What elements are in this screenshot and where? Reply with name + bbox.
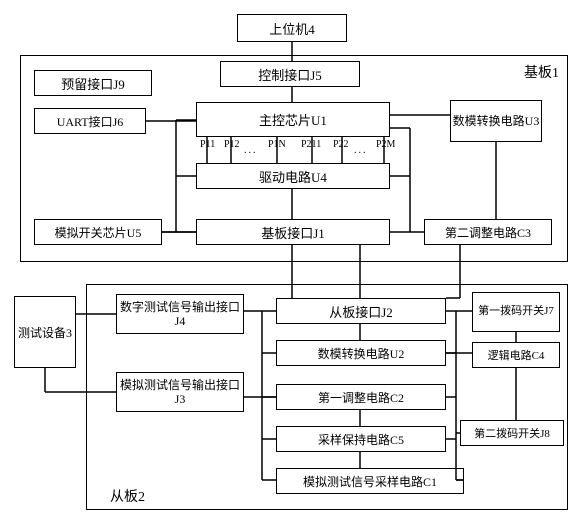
drive-label: 驱动电路U4 (259, 167, 327, 186)
test-device-block: 测试设备3 (14, 296, 76, 368)
adj1-label: 第一调整电路C2 (318, 389, 404, 406)
logic-label: 逻辑电路C4 (488, 347, 545, 363)
dac-u3-label: 数模转换电路U3 (453, 114, 540, 128)
sample-hold-label: 采样保持电路C5 (318, 431, 404, 448)
dip2-block: 第二拨码开关J8 (460, 420, 564, 446)
baseboard-label: 基板1 (524, 62, 559, 82)
analog-sample-label: 模拟测试信号采样电路C1 (303, 473, 437, 490)
reserve-interface-label: 预留接口J9 (61, 74, 125, 93)
digital-out-interface-block: 数字测试信号输出接口J4 (116, 294, 244, 334)
analog-out-interface-block: 模拟测试信号输出接口J3 (116, 372, 244, 412)
pin-p1n: P1N (268, 140, 286, 150)
adj2-label: 第二调整电路C3 (445, 224, 531, 241)
dac-u2-label: 数模转换电路U2 (318, 345, 405, 362)
analog-sample-block: 模拟测试信号采样电路C1 (276, 468, 464, 494)
mcu-block: 主控芯片U1 (196, 102, 390, 137)
test-device-label: 测试设备3 (18, 324, 72, 341)
pin-p11: P11 (200, 140, 215, 150)
logic-block: 逻辑电路C4 (472, 342, 560, 368)
pin-dots-1: ... (244, 145, 258, 156)
pin-p2m: P2M (376, 140, 395, 150)
analog-switch-block: 模拟开关芯片U5 (34, 219, 162, 245)
pin-dots-2: ... (354, 145, 368, 156)
host-block: 上位机4 (237, 14, 347, 42)
host-label: 上位机4 (269, 19, 315, 38)
ctrl-interface-label: 控制接口J5 (258, 65, 322, 84)
analog-switch-label: 模拟开关芯片U5 (55, 224, 142, 241)
base-interface-block: 基板接口J1 (196, 219, 390, 245)
base-interface-label: 基板接口J1 (261, 223, 325, 242)
slaveboard-label: 从板2 (110, 486, 145, 506)
sample-hold-block: 采样保持电路C5 (276, 426, 446, 452)
drive-block: 驱动电路U4 (196, 163, 390, 189)
mcu-label: 主控芯片U1 (259, 110, 327, 129)
dip1-label: 第一拨码开关J7 (478, 305, 554, 318)
analog-out-interface-label: 模拟测试信号输出接口J3 (117, 378, 243, 407)
dac-u2-block: 数模转换电路U2 (276, 340, 446, 366)
ctrl-interface-block: 控制接口J5 (220, 61, 360, 87)
slave-interface-block: 从板接口J2 (276, 298, 446, 324)
reserve-interface-block: 预留接口J9 (34, 70, 152, 96)
dip2-label: 第二拨码开关J8 (474, 425, 550, 441)
adj2-block: 第二调整电路C3 (424, 219, 552, 245)
slave-interface-label: 从板接口J2 (329, 302, 393, 321)
uart-interface-label: UART接口J6 (57, 113, 124, 130)
pin-p211: P211 (301, 140, 321, 150)
digital-out-interface-label: 数字测试信号输出接口J4 (117, 300, 243, 329)
adj1-block: 第一调整电路C2 (276, 384, 446, 410)
pin-p22: P22 (333, 140, 349, 150)
dac-u3-block: 数模转换电路U3 (450, 100, 542, 142)
dip1-block: 第一拨码开关J7 (472, 292, 560, 332)
uart-interface-block: UART接口J6 (34, 108, 146, 134)
pin-p12: P12 (224, 140, 240, 150)
